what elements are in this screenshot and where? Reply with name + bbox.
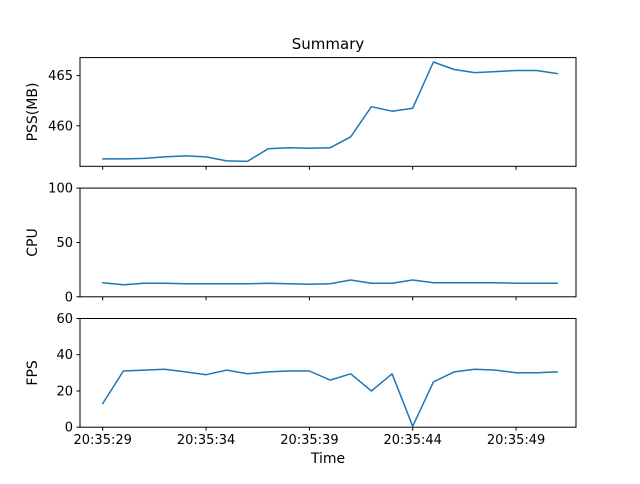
cpu-series-line xyxy=(101,279,559,286)
y-tick-label-fps: 60 xyxy=(56,312,73,327)
y-tick-label-fps: 0 xyxy=(65,421,73,436)
y-tick-label-pss: 460 xyxy=(48,119,73,134)
y-tick-label-fps: 20 xyxy=(56,385,73,400)
x-tick-label: 20:35:49 xyxy=(487,433,545,448)
y-tick-label-pss: 465 xyxy=(48,69,73,84)
x-tick-label: 20:35:39 xyxy=(280,433,338,448)
y-tick-label-cpu: 0 xyxy=(65,290,73,305)
axes-box-cpu xyxy=(79,187,577,298)
axes-box-pss xyxy=(79,57,577,167)
y-tick-label-fps: 40 xyxy=(56,348,73,363)
y-axis-label-cpu: CPU xyxy=(25,228,41,256)
pss-series-line xyxy=(101,61,559,163)
x-axis-label: Time xyxy=(310,451,345,467)
x-tick-label: 20:35:34 xyxy=(177,433,235,448)
x-tick-label: 20:35:44 xyxy=(384,433,442,448)
y-tick-label-cpu: 100 xyxy=(48,182,73,197)
y-axis-label-pss: PSS(MB) xyxy=(25,83,41,142)
fps-series-line xyxy=(101,368,559,428)
axes-box-fps xyxy=(79,318,577,428)
x-tick-label: 20:35:29 xyxy=(74,433,132,448)
y-axis-label-fps: FPS xyxy=(25,360,41,385)
chart-title: Summary xyxy=(292,35,365,53)
chart-plot-area: 460 465 0 50 100 0 20 40 60 20:35:29 20:35:34 20:35… xyxy=(48,57,577,448)
y-tick-label-cpu: 50 xyxy=(56,236,73,251)
